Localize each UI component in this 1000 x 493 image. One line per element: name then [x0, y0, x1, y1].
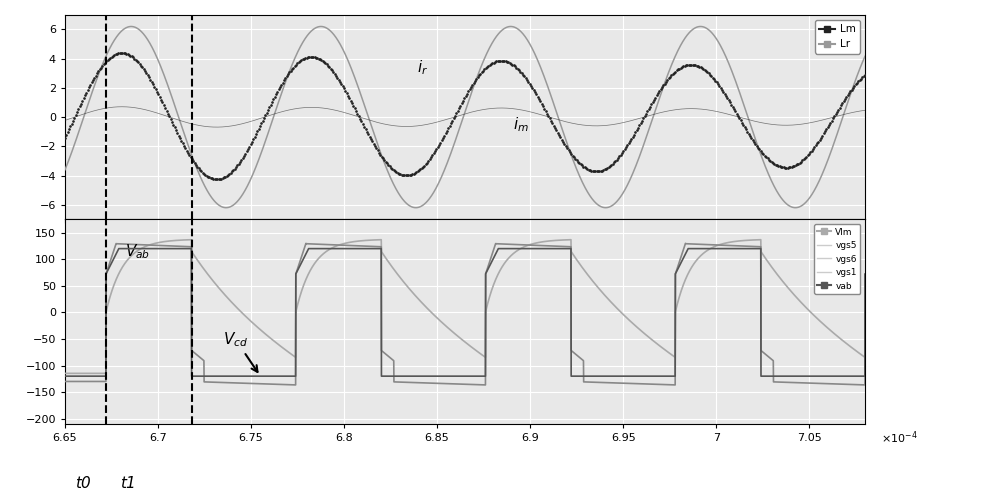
Text: $\times10^{-4}$: $\times10^{-4}$ — [881, 429, 918, 446]
Text: $i_r$: $i_r$ — [417, 58, 428, 77]
Legend: Lm, Lr: Lm, Lr — [815, 20, 860, 54]
Text: t0: t0 — [75, 476, 91, 491]
Text: $V_{cd}$: $V_{cd}$ — [223, 330, 257, 372]
Text: $V_{ab}$: $V_{ab}$ — [125, 242, 150, 261]
Legend: Vlm, vgs5, vgs6, vgs1, vab: Vlm, vgs5, vgs6, vgs1, vab — [814, 224, 860, 294]
Text: t1: t1 — [120, 476, 136, 491]
Text: $i_m$: $i_m$ — [513, 115, 529, 134]
